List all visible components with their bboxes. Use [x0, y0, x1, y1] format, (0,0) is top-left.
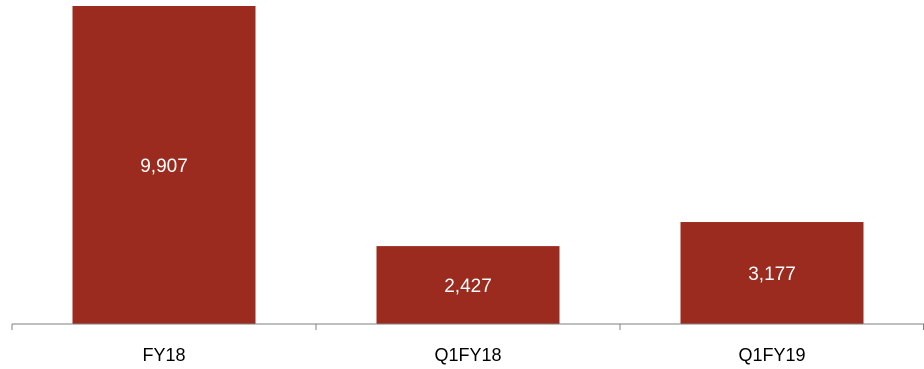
category-label-fy18: FY18	[142, 345, 185, 365]
bar-q1fy19	[680, 222, 864, 324]
category-label-q1fy18: Q1FY18	[434, 345, 501, 365]
data-label-q1fy19: 3,177	[748, 264, 796, 285]
data-label-q1fy18: 2,427	[444, 276, 492, 297]
x-axis	[11, 323, 924, 330]
bar-q1fy18	[376, 246, 560, 324]
labels-group: 9,907 FY18 2,427 Q1FY18 3,177 Q1FY19	[140, 156, 805, 365]
category-label-q1fy19: Q1FY19	[738, 345, 805, 365]
bars-group	[72, 6, 864, 324]
data-label-fy18: 9,907	[140, 156, 188, 177]
bar-fy18	[72, 6, 256, 324]
